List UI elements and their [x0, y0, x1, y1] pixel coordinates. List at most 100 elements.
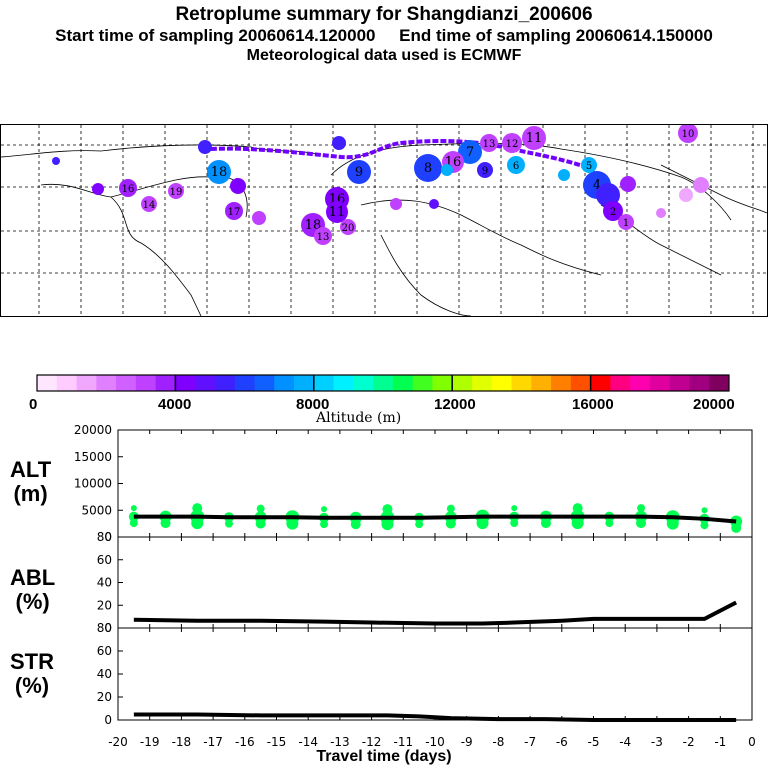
- plume-day-label: 7: [466, 145, 474, 160]
- plume-circle: [225, 202, 243, 220]
- plume-day-label: 13: [483, 139, 496, 150]
- plume-circle: [477, 162, 493, 178]
- colorbar-swatch: [610, 375, 631, 391]
- alt-label-1: ALT: [10, 457, 52, 482]
- alt-panel-label: ALT (m): [10, 458, 51, 506]
- x-tick-label: -8: [492, 735, 504, 748]
- plume-day-label: 10: [682, 129, 695, 140]
- colorbar-frame: [36, 374, 730, 392]
- x-tick-label: -4: [619, 735, 631, 748]
- altitude-scatter-point: [666, 517, 679, 530]
- colorbar-tick-3: 12000: [434, 396, 476, 413]
- altitude-scatter-point: [224, 519, 233, 528]
- colorbar-tick-4: 16000: [572, 396, 614, 413]
- plume-circle: [502, 133, 522, 153]
- y-tick-label: 10000: [74, 477, 112, 491]
- altitude-scatter-point: [511, 505, 518, 512]
- plume-day-label: 14: [143, 200, 156, 211]
- altitude-scatter-point: [192, 503, 203, 514]
- x-tick-label: -20: [108, 735, 128, 748]
- altitude-scatter-point: [731, 522, 742, 533]
- plume-day-label: 19: [170, 187, 183, 198]
- colorbar-swatch: [96, 375, 117, 391]
- x-axis-title: Travel time (days): [316, 748, 452, 765]
- altitude-scatter-point: [540, 518, 551, 529]
- y-tick-label: 15000: [74, 450, 112, 464]
- altitude-scatter-point: [256, 504, 265, 513]
- x-tick-label: -7: [524, 735, 536, 748]
- colorbar-swatch: [313, 375, 335, 391]
- altitude-scatter-point: [701, 507, 708, 514]
- panel-frame: [117, 429, 753, 538]
- plume-day-label: 20: [342, 223, 355, 234]
- colorbar-swatch: [37, 375, 58, 391]
- altitude-scatter-point: [415, 520, 424, 529]
- colorbar-swatch: [234, 375, 255, 391]
- x-tick-label: -9: [461, 735, 473, 748]
- altitude-scatter-point: [636, 518, 647, 529]
- plume-circle: [596, 183, 620, 207]
- x-tick-label: -18: [172, 735, 192, 748]
- x-tick-label: -11: [393, 735, 413, 748]
- colorbar-swatch: [452, 375, 473, 391]
- altitude-scatter-point: [637, 504, 646, 513]
- series-line: [133, 514, 737, 524]
- panel-frame: [117, 536, 753, 629]
- plume-day-label: 2: [610, 207, 616, 218]
- altitude-scatter-point: [255, 518, 266, 529]
- plume-day-label: 11: [526, 131, 543, 146]
- colorbar-tick-0: 0: [29, 396, 38, 413]
- plume-day-label: 13: [317, 232, 330, 243]
- colorbar-tick-5: 20000: [693, 396, 735, 413]
- plume-circle: [679, 188, 693, 202]
- plume-circle: [581, 157, 597, 173]
- x-tick-label: -17: [203, 735, 223, 748]
- plume-circle: [52, 157, 60, 165]
- colorbar-swatch: [294, 375, 315, 391]
- plume-day-label: 11: [329, 205, 346, 220]
- colorbar-swatch: [709, 375, 730, 391]
- plume-circle: [230, 178, 246, 194]
- colorbar-swatch: [471, 375, 493, 391]
- x-tick-label: -15: [267, 735, 287, 748]
- met-data-note: Meteorological data used is ECMWF: [246, 47, 522, 64]
- colorbar-swatch: [135, 375, 157, 391]
- plume-day-label: 5: [586, 161, 592, 172]
- y-tick-label: 0: [104, 713, 112, 727]
- chart-title: Retroplume summary for Shangdianzi_20060…: [175, 4, 593, 25]
- x-tick-label: -3: [651, 735, 663, 748]
- plume-circle: [603, 201, 623, 221]
- altitude-scatter-point: [129, 519, 138, 528]
- altitude-scatter-point: [130, 505, 137, 512]
- y-tick-label: 20000: [74, 423, 112, 437]
- colorbar-swatch: [590, 375, 611, 391]
- colorbar-swatch: [76, 375, 97, 391]
- plume-day-label: 18: [211, 165, 228, 180]
- altitude-scatter-point: [572, 503, 583, 514]
- abl-label-1: ABL: [10, 565, 56, 590]
- colorbar-swatch: [195, 375, 216, 391]
- x-tick-label: -14: [298, 735, 318, 748]
- colorbar-swatch: [570, 375, 592, 391]
- plume-day-label: 4: [593, 178, 601, 193]
- colorbar-swatch: [689, 375, 710, 391]
- altitude-scatter-point: [700, 521, 709, 530]
- altitude-scatter-point: [571, 517, 584, 530]
- plume-circle: [141, 196, 157, 212]
- x-tick-label: 0: [748, 735, 756, 748]
- colorbar-swatch: [669, 375, 690, 391]
- plume-day-label: 12: [506, 139, 519, 150]
- colorbar-swatch: [214, 375, 236, 391]
- abl-label-2: (%): [15, 589, 50, 614]
- str-label-2: (%): [14, 673, 50, 698]
- plume-day-label: 9: [355, 165, 363, 180]
- colorbar-swatch: [155, 375, 176, 391]
- map-coastline: [330, 142, 732, 221]
- x-tick-label: -5: [588, 735, 600, 748]
- plume-circle: [678, 125, 698, 143]
- y-tick-label: 40: [97, 667, 112, 681]
- plume-circle: [314, 227, 332, 245]
- colorbar-swatch: [412, 375, 433, 391]
- plume-day-label: 1: [623, 218, 629, 229]
- colorbar-title: Altitude (m): [316, 410, 402, 426]
